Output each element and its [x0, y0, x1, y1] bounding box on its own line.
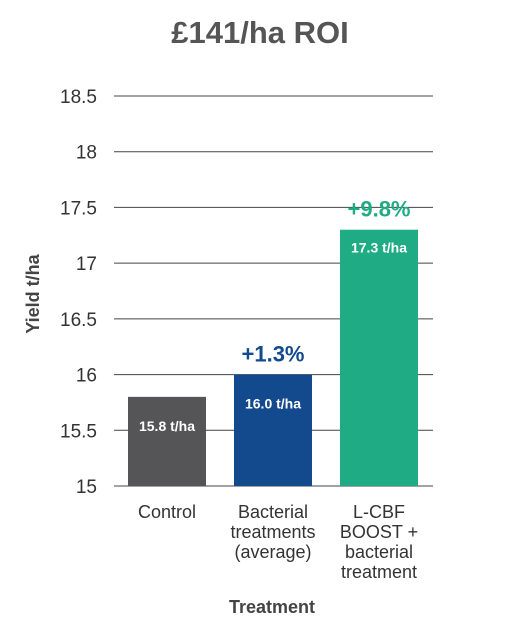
y-tick-label: 17.5 — [60, 198, 97, 219]
bar-data-label: 17.3 t/ha — [351, 240, 407, 256]
y-tick-label: 15 — [76, 477, 97, 498]
bar — [340, 229, 418, 486]
chart-title: £141/ha ROI — [171, 15, 348, 50]
bar-data-label: 16.0 t/ha — [245, 396, 301, 412]
bar-annotation: +9.8% — [348, 197, 411, 222]
bar-annotation: +1.3% — [242, 342, 305, 367]
bars: 15.8 t/ha 16.0 t/ha +1.3% 17.3 t/ha +9.8% — [128, 197, 418, 486]
bar — [234, 374, 312, 486]
x-category-label: BOOST + — [340, 522, 418, 542]
x-axis-label: Treatment — [229, 597, 315, 617]
x-category-label: Bacterial — [238, 502, 308, 522]
x-category-label: L-CBF — [353, 502, 405, 522]
y-tick-label: 16.5 — [60, 310, 97, 331]
y-tick-label: 16 — [76, 366, 97, 387]
y-tick-label: 15.5 — [60, 421, 97, 442]
y-axis-label: Yield t/ha — [23, 253, 43, 333]
x-category-label: treatment — [341, 562, 417, 582]
y-tick-label: 18.5 — [60, 87, 97, 108]
x-category-label: bacterial — [345, 542, 413, 562]
x-category-label: (average) — [234, 542, 311, 562]
x-category-label: Control — [138, 502, 196, 522]
y-axis-ticks: 15 15.5 16 16.5 17 17.5 18 18.5 — [60, 87, 97, 498]
y-tick-label: 18 — [76, 143, 97, 164]
bar — [128, 396, 206, 486]
x-category-label: treatments — [230, 522, 315, 542]
y-tick-label: 17 — [76, 254, 97, 275]
bar-data-label: 15.8 t/ha — [139, 418, 195, 434]
